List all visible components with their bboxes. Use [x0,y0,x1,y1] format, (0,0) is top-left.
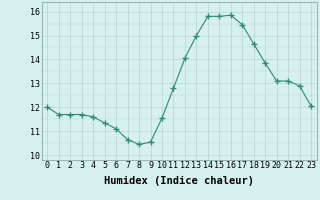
X-axis label: Humidex (Indice chaleur): Humidex (Indice chaleur) [104,176,254,186]
